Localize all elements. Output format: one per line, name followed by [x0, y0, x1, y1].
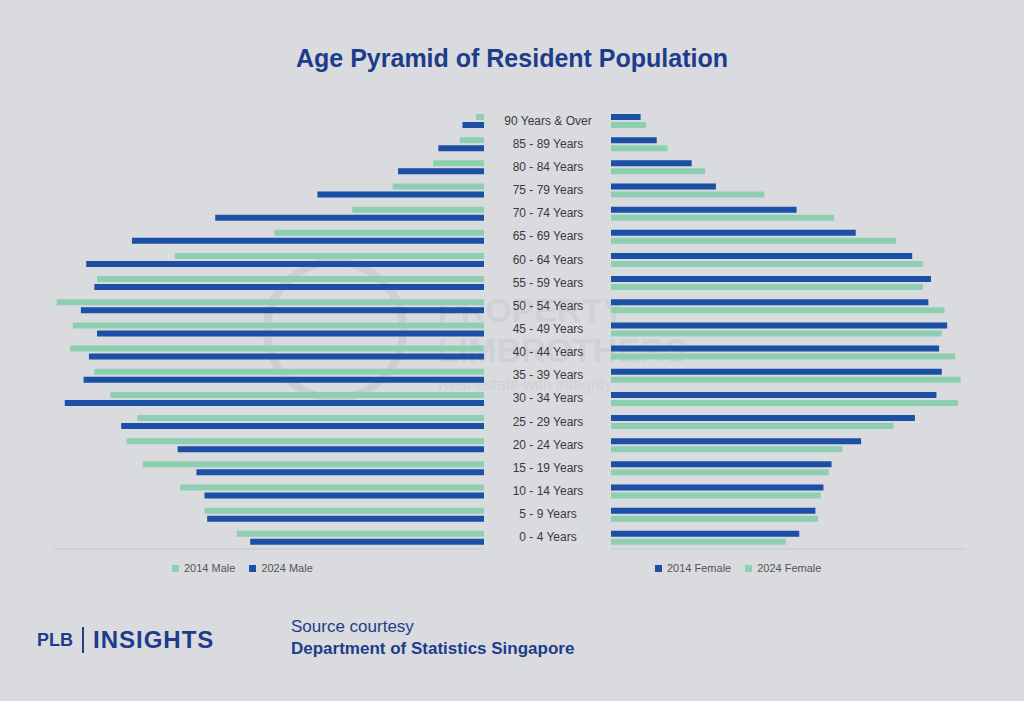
- svg-text:35 - 39 Years: 35 - 39 Years: [513, 368, 584, 382]
- svg-text:65 - 69 Years: 65 - 69 Years: [513, 229, 584, 243]
- svg-text:70 - 74 Years: 70 - 74 Years: [513, 206, 584, 220]
- html-text:Source courtesy: Source courtesy: [291, 617, 414, 636]
- html-text:2014 Male: 2014 Male: [184, 562, 236, 574]
- svg-text:5 - 9 Years: 5 - 9 Years: [519, 507, 576, 521]
- html-text:2024 Female: 2024 Female: [757, 562, 822, 574]
- svg-text:45 - 49 Years: 45 - 49 Years: [513, 322, 584, 336]
- svg-text:90 Years & Over: 90 Years & Over: [504, 114, 591, 128]
- html-text:2014 Female: 2014 Female: [667, 562, 732, 574]
- html-text:Department of Statistics Singa: Department of Statistics Singapore: [291, 639, 575, 658]
- svg-text:0 - 4 Years: 0 - 4 Years: [519, 530, 576, 544]
- svg-text:20 - 24 Years: 20 - 24 Years: [513, 438, 584, 452]
- html-text:INSIGHTS: INSIGHTS: [93, 626, 215, 653]
- svg-text:25 - 29 Years: 25 - 29 Years: [513, 415, 584, 429]
- svg-text:Real estate with integrity: Real estate with integrity: [438, 376, 613, 393]
- svg-text:60 - 64 Years: 60 - 64 Years: [513, 253, 584, 267]
- svg-text:LIMBROTHERS: LIMBROTHERS: [438, 331, 688, 369]
- svg-text:15 - 19 Years: 15 - 19 Years: [513, 461, 584, 475]
- svg-text:75 - 79 Years: 75 - 79 Years: [513, 183, 584, 197]
- svg-text:50 - 54 Years: 50 - 54 Years: [513, 299, 584, 313]
- svg-text:10 - 14 Years: 10 - 14 Years: [513, 484, 584, 498]
- svg-text:30 - 34 Years: 30 - 34 Years: [513, 391, 584, 405]
- svg-text:85 - 89 Years: 85 - 89 Years: [513, 137, 584, 151]
- html-text:Age Pyramid of Resident Popula: Age Pyramid of Resident Population: [296, 44, 728, 72]
- svg-text:55 - 59 Years: 55 - 59 Years: [513, 276, 584, 290]
- svg-text:40 - 44 Years: 40 - 44 Years: [513, 345, 584, 359]
- svg-text:80 - 84 Years: 80 - 84 Years: [513, 160, 584, 174]
- html-text:2024 Male: 2024 Male: [261, 562, 313, 574]
- svg-text:PROPERTY: PROPERTY: [438, 291, 625, 329]
- html-text:PLB: PLB: [37, 629, 73, 650]
